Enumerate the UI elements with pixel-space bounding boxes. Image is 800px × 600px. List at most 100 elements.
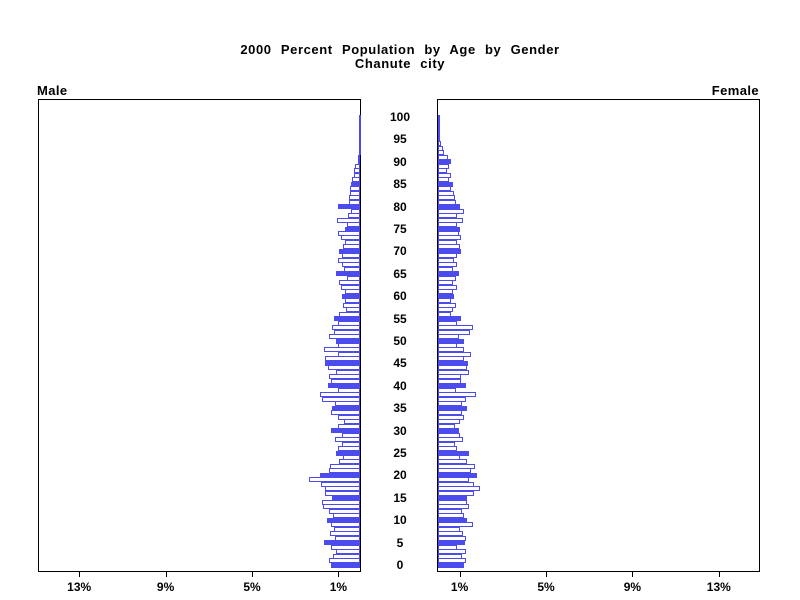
bar-female-age-38 bbox=[438, 392, 476, 398]
bar-male-age-73 bbox=[340, 235, 360, 241]
chart-subtitle: Chanute city bbox=[354, 56, 446, 71]
age-tick-label-35: 35 bbox=[393, 401, 407, 416]
bar-male-age-58 bbox=[342, 302, 360, 308]
bar-female-age-86 bbox=[438, 177, 449, 183]
bar-male-age-67 bbox=[341, 262, 360, 268]
bar-female-age-58 bbox=[438, 302, 457, 308]
bar-male-age-47 bbox=[338, 351, 360, 357]
bar-female-age-33 bbox=[438, 414, 464, 420]
bar-male-age-14 bbox=[322, 499, 360, 505]
bar-male-age-23 bbox=[339, 459, 360, 465]
bar-female-age-25 bbox=[438, 450, 470, 456]
pct-tick-label-right-13%: 13% bbox=[706, 580, 731, 594]
bar-female-age-20 bbox=[438, 472, 477, 478]
bar-female-age-85 bbox=[438, 181, 454, 187]
bar-female-age-82 bbox=[438, 195, 456, 201]
bar-male-age-64 bbox=[347, 275, 360, 281]
bar-female-age-51 bbox=[438, 334, 459, 340]
bar-male-age-19 bbox=[309, 477, 360, 483]
bar-female-age-6 bbox=[438, 535, 467, 541]
bar-male-age-50 bbox=[336, 338, 360, 344]
bar-male-age-86 bbox=[352, 177, 360, 183]
bar-female-age-62 bbox=[438, 284, 458, 290]
bar-female-age-28 bbox=[438, 437, 463, 443]
bar-male-age-75 bbox=[344, 226, 360, 232]
bar-female-age-43 bbox=[438, 369, 470, 375]
bar-male-age-53 bbox=[331, 325, 360, 331]
bar-female-age-7 bbox=[438, 531, 463, 537]
age-tick-label-40: 40 bbox=[393, 378, 407, 393]
age-tick-label-60: 60 bbox=[393, 289, 407, 304]
age-tick-label-80: 80 bbox=[393, 199, 407, 214]
bar-male-age-2 bbox=[333, 553, 360, 559]
pct-tick-left-13% bbox=[79, 571, 81, 577]
bar-male-age-98 bbox=[359, 123, 361, 129]
bar-female-age-75 bbox=[438, 226, 460, 232]
bar-female-age-17 bbox=[438, 486, 481, 492]
bar-male-age-3 bbox=[336, 549, 360, 555]
bar-female-age-78 bbox=[438, 213, 458, 219]
bar-female-age-73 bbox=[438, 235, 461, 241]
bar-male-age-54 bbox=[338, 320, 360, 326]
bar-male-age-85 bbox=[351, 181, 360, 187]
bar-female-age-31 bbox=[438, 423, 456, 429]
bar-male-age-79 bbox=[351, 208, 360, 214]
bar-female-age-53 bbox=[438, 325, 473, 331]
bar-male-age-1 bbox=[328, 558, 360, 564]
bar-female-age-92 bbox=[438, 150, 445, 156]
bar-male-age-29 bbox=[341, 432, 360, 438]
bar-female-age-60 bbox=[438, 293, 455, 299]
bar-male-age-22 bbox=[329, 463, 360, 469]
bar-female-age-79 bbox=[438, 208, 464, 214]
bar-male-age-7 bbox=[329, 531, 360, 537]
bar-male-age-92 bbox=[358, 150, 361, 156]
bar-female-age-99 bbox=[438, 118, 440, 124]
bar-female-age-24 bbox=[438, 454, 460, 460]
bar-female-age-39 bbox=[438, 387, 457, 393]
pct-tick-left-9% bbox=[165, 571, 167, 577]
bar-male-age-63 bbox=[339, 280, 360, 286]
pct-tick-label-right-9%: 9% bbox=[623, 580, 642, 594]
bar-female-age-67 bbox=[438, 262, 458, 268]
bar-male-age-65 bbox=[336, 271, 360, 277]
bar-female-age-35 bbox=[438, 405, 468, 411]
bar-male-age-56 bbox=[339, 311, 360, 317]
bar-male-age-21 bbox=[328, 468, 360, 474]
bar-male-age-9 bbox=[330, 522, 360, 528]
bar-male-age-88 bbox=[353, 168, 360, 174]
bar-male-age-44 bbox=[327, 365, 360, 371]
bar-female-age-40 bbox=[438, 383, 467, 389]
bar-male-age-91 bbox=[358, 154, 361, 160]
bar-male-age-13 bbox=[323, 504, 360, 510]
bar-male-age-36 bbox=[335, 401, 360, 407]
bar-male-age-55 bbox=[334, 316, 360, 322]
bar-male-age-5 bbox=[324, 540, 360, 546]
age-tick-label-20: 20 bbox=[393, 468, 407, 483]
bar-male-age-61 bbox=[344, 289, 360, 295]
bar-male-age-74 bbox=[338, 230, 360, 236]
bar-female-age-46 bbox=[438, 356, 464, 362]
bar-female-age-100 bbox=[438, 114, 440, 120]
bar-female-age-91 bbox=[438, 154, 448, 160]
pct-tick-right-13% bbox=[718, 571, 720, 577]
bar-male-age-17 bbox=[325, 486, 360, 492]
bar-female-age-94 bbox=[438, 141, 442, 147]
bar-female-age-29 bbox=[438, 432, 460, 438]
bar-male-age-37 bbox=[322, 396, 360, 402]
bar-male-age-99 bbox=[359, 118, 361, 124]
male-panel-frame bbox=[38, 99, 361, 572]
pct-tick-label-left-1%: 1% bbox=[329, 580, 348, 594]
bar-female-age-97 bbox=[438, 127, 440, 133]
bar-female-age-47 bbox=[438, 351, 472, 357]
bar-male-age-38 bbox=[320, 392, 360, 398]
bar-male-age-31 bbox=[338, 423, 360, 429]
bar-male-age-48 bbox=[324, 347, 360, 353]
bar-female-age-15 bbox=[438, 495, 468, 501]
bar-male-age-39 bbox=[338, 387, 360, 393]
bar-female-age-2 bbox=[438, 553, 462, 559]
age-tick-label-65: 65 bbox=[393, 266, 407, 281]
bar-male-age-89 bbox=[354, 163, 360, 169]
bar-female-age-76 bbox=[438, 222, 458, 228]
pct-tick-label-right-5%: 5% bbox=[537, 580, 555, 594]
age-tick-label-85: 85 bbox=[393, 177, 407, 192]
